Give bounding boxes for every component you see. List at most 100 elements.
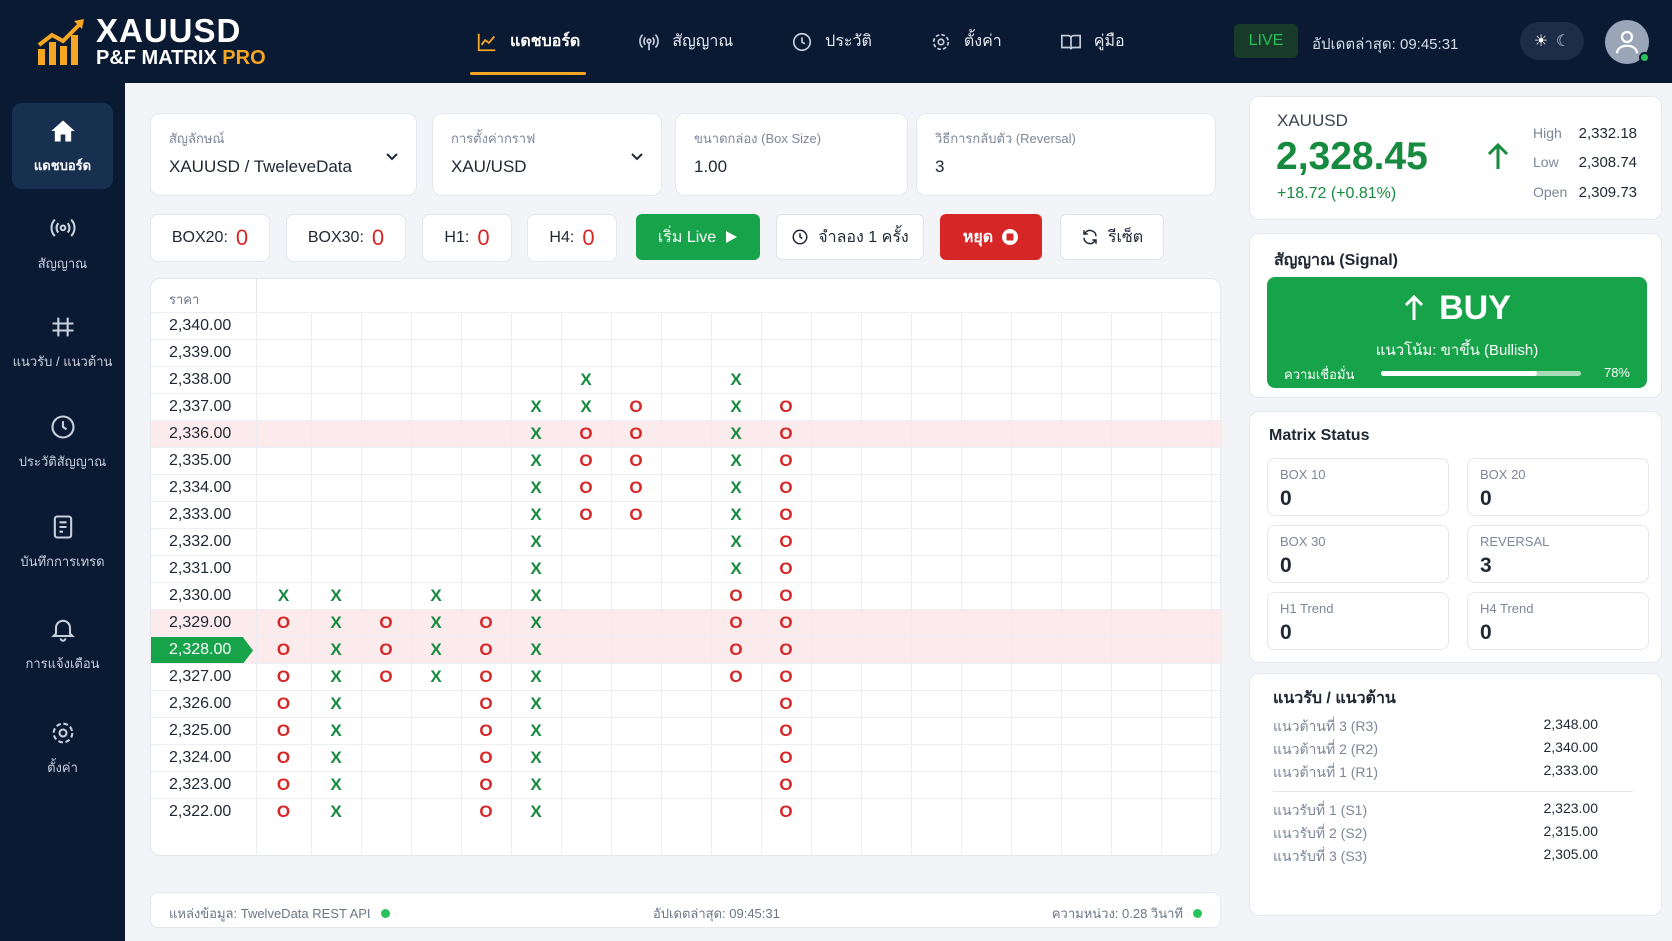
o-mark: O xyxy=(629,478,643,497)
grid-column-line xyxy=(1061,312,1062,857)
matrix-tile-value: 0 xyxy=(1280,554,1292,577)
live-badge: LIVE xyxy=(1234,24,1298,58)
chart-setting-select[interactable]: การตั้งค่ากราฟ XAU/USD xyxy=(432,113,662,196)
sidebar-item-settings[interactable]: ตั้งค่า xyxy=(12,705,113,791)
sidebar-item-dashboard[interactable]: แดชบอร์ด xyxy=(12,103,113,189)
reversal-field[interactable]: วิธีการกลับตัว (Reversal) 3 xyxy=(916,113,1216,196)
sr-label: แนวต้านที่ 3 (R3) xyxy=(1273,718,1378,734)
sidebar-item-signal-history[interactable]: ประวัติสัญญาณ xyxy=(12,399,113,485)
last-update-text: อัปเดตล่าสุด: 09:45:31 xyxy=(1312,36,1459,53)
grid-row: 2,340.00 xyxy=(151,312,1222,339)
grid-row: 2,327.00 xyxy=(151,663,1222,690)
row-price-label: 2,334.00 xyxy=(169,479,232,496)
nav-history[interactable]: ประวัติ xyxy=(785,0,878,83)
start-live-label: เริ่ม Live xyxy=(657,228,717,246)
nav-label: แดชบอร์ด xyxy=(510,33,581,50)
matrix-tile-reversal: REVERSAL 3 xyxy=(1467,525,1649,583)
theme-toggle[interactable]: ☀ ☾ xyxy=(1520,22,1584,60)
quote-price: 2,328.45 xyxy=(1276,135,1428,178)
nav-dashboard[interactable]: แดชบอร์ด xyxy=(470,0,587,83)
reset-button[interactable]: รีเซ็ต xyxy=(1060,214,1164,260)
stop-button[interactable]: หยุด xyxy=(940,214,1042,260)
row-price-label: 2,329.00 xyxy=(169,614,232,631)
x-mark: X xyxy=(530,667,542,686)
row-price-label: 2,340.00 xyxy=(169,317,232,334)
sidebar-item-label: ตั้งค่า xyxy=(47,759,78,775)
matrix-tile-label: H4 Trend xyxy=(1480,601,1534,616)
grid-column-line xyxy=(411,312,412,857)
x-mark: X xyxy=(330,802,342,821)
grid-column-line xyxy=(1161,312,1162,857)
nav-manual[interactable]: คู่มือ xyxy=(1054,0,1131,83)
user-icon xyxy=(1615,30,1639,54)
x-mark: X xyxy=(530,424,542,443)
matrix-tile-h1-trend: H1 Trend 0 xyxy=(1267,592,1449,650)
nav-signals[interactable]: สัญญาณ xyxy=(632,0,739,83)
signal-box: BUY แนวโน้ม: ขาขึ้น (Bullish) ความเชื่อม… xyxy=(1267,277,1647,388)
x-mark: X xyxy=(330,640,342,659)
box-size-field[interactable]: ขนาดกล่อง (Box Size) 1.00 xyxy=(675,113,908,196)
history-icon xyxy=(50,414,75,439)
o-mark: O xyxy=(629,451,643,470)
confidence-value: 78% xyxy=(1603,365,1630,380)
grid-row: 2,323.00 xyxy=(151,771,1222,798)
sr-value: 2,333.00 xyxy=(1543,762,1599,778)
support-row-s3: แนวรับที่ 3 (S3) 2,305.00 xyxy=(1273,846,1598,868)
o-mark: O xyxy=(779,559,793,578)
sidebar-item-levels[interactable]: แนวรับ / แนวต้าน xyxy=(12,299,113,385)
nav-settings[interactable]: ตั้งค่า xyxy=(924,0,1008,83)
matrix-tile-value: 0 xyxy=(1280,487,1292,510)
o-mark: O xyxy=(479,721,493,740)
grid-column-line xyxy=(561,312,562,857)
quote-card: XAUUSD 2,328.45 +18.72 (+0.81%) High 2,3… xyxy=(1249,96,1662,220)
gear-icon xyxy=(52,722,73,743)
sr-value: 2,315.00 xyxy=(1543,823,1599,839)
matrix-status-title: Matrix Status xyxy=(1269,427,1370,444)
nav-label: ประวัติ xyxy=(825,33,872,50)
o-mark: O xyxy=(479,640,493,659)
o-mark: O xyxy=(779,505,793,524)
o-mark: O xyxy=(579,451,593,470)
latency-text: ความหน่วง: 0.28 วินาที xyxy=(1051,906,1183,921)
sidebar-item-signals[interactable]: สัญญาณ xyxy=(12,201,113,287)
box-size-label: ขนาดกล่อง (Box Size) xyxy=(694,131,822,146)
x-mark: X xyxy=(730,559,742,578)
sidebar-item-alerts[interactable]: การแจ้งเตือน xyxy=(12,601,113,687)
signal-trend: แนวโน้ม: ขาขึ้น (Bullish) xyxy=(1375,342,1539,359)
o-mark: O xyxy=(379,640,393,659)
matrix-tile-label: BOX 10 xyxy=(1280,467,1326,482)
chart-setting-value: XAU/USD xyxy=(451,157,527,176)
x-mark: X xyxy=(580,397,592,416)
row-price-label: 2,325.00 xyxy=(169,722,232,739)
stat-label: BOX20: xyxy=(171,229,228,246)
sidebar-item-label: แดชบอร์ด xyxy=(33,157,92,173)
confidence-label: ความเชื่อมั่น xyxy=(1284,367,1355,382)
support-row-s2: แนวรับที่ 2 (S2) 2,315.00 xyxy=(1273,823,1598,845)
resistance-row-r1: แนวต้านที่ 1 (R1) 2,333.00 xyxy=(1273,762,1598,784)
current-price-value: 2,328.00 xyxy=(169,641,232,658)
status-footer: แหล่งข้อมูล: TwelveData REST API อัปเดตล… xyxy=(150,892,1221,928)
price-column-header: ราคา xyxy=(169,292,200,307)
row-price-label: 2,323.00 xyxy=(169,776,232,793)
row-price-label: 2,331.00 xyxy=(169,560,232,577)
stat-h1: H1: 0 xyxy=(422,214,512,262)
user-avatar[interactable] xyxy=(1605,20,1650,64)
sidebar-item-trade-journal[interactable]: บันทึกการเทรด xyxy=(12,499,113,585)
symbol-select[interactable]: สัญลักษณ์ XAUUSD / TweleveData xyxy=(150,113,417,196)
matrix-tile-value: 0 xyxy=(1480,487,1492,510)
o-mark: O xyxy=(729,667,743,686)
chart-line-icon xyxy=(477,33,496,51)
o-mark: O xyxy=(276,775,291,794)
stat-value: 0 xyxy=(371,225,385,250)
app-logo[interactable]: XAUUSD P&F MATRIX PRO xyxy=(36,14,266,68)
x-mark: X xyxy=(530,613,542,632)
x-mark: X xyxy=(330,667,342,686)
signal-card: สัญญาณ (Signal) BUY แนวโน้ม: ขาขึ้น (Bul… xyxy=(1249,233,1662,398)
start-live-button[interactable]: เริ่ม Live xyxy=(636,214,760,260)
x-mark: X xyxy=(530,451,542,470)
o-mark: O xyxy=(479,667,493,686)
simulate-once-button[interactable]: จำลอง 1 ครั้ง xyxy=(776,214,924,260)
nav-label: ตั้งค่า xyxy=(963,33,1002,50)
grid-row: 2,326.00 xyxy=(151,690,1222,717)
matrix-tile-label: H1 Trend xyxy=(1280,601,1334,616)
